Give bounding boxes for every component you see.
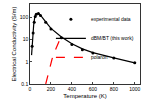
svg-text:dBM/BT (this work): dBM/BT (this work) <box>91 35 134 41</box>
svg-text:10: 10 <box>23 36 29 42</box>
svg-text:Temperature (K): Temperature (K) <box>63 93 106 99</box>
svg-text:0: 0 <box>29 86 32 92</box>
svg-text:Electrical Conductivity (S/m): Electrical Conductivity (S/m) <box>11 6 17 81</box>
svg-text:1: 1 <box>25 59 28 65</box>
svg-text:polaron: polaron <box>91 54 108 60</box>
svg-text:600: 600 <box>89 86 98 92</box>
svg-text:100: 100 <box>20 14 29 20</box>
svg-text:800: 800 <box>110 86 119 92</box>
svg-text:1000: 1000 <box>129 86 140 92</box>
svg-text:experimental data: experimental data <box>91 16 131 22</box>
svg-text:0.1: 0.1 <box>21 81 28 87</box>
svg-text:400: 400 <box>68 86 77 92</box>
svg-text:200: 200 <box>47 86 56 92</box>
